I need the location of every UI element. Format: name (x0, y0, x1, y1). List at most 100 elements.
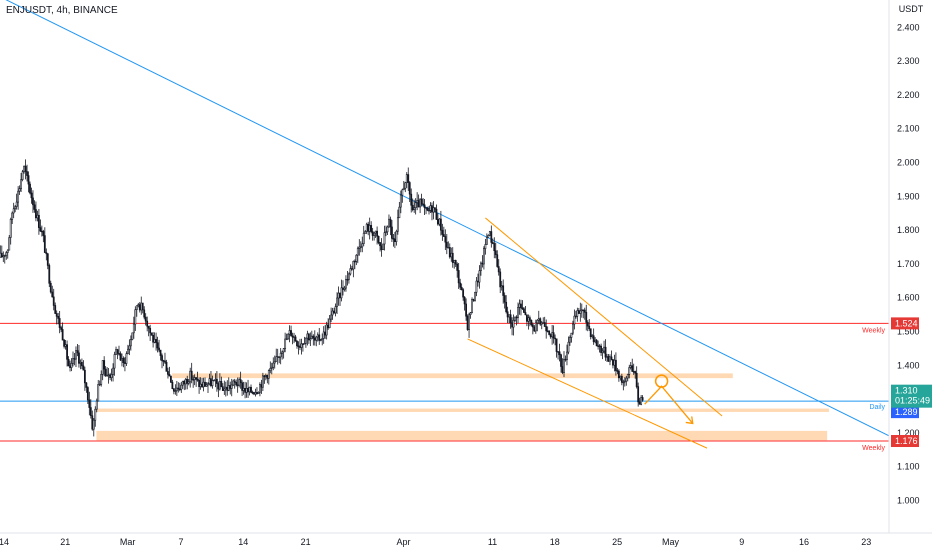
orange-trendline[interactable] (485, 217, 723, 417)
candle-up (385, 231, 387, 233)
candle-up (248, 386, 251, 393)
candle-up (95, 400, 98, 410)
projection-path[interactable] (644, 385, 694, 424)
candle-down (195, 377, 198, 380)
supply-demand-zones (96, 373, 829, 441)
candle-down (456, 263, 459, 271)
candle-down (610, 356, 613, 360)
candle-down (612, 359, 614, 366)
candle-up (349, 268, 352, 275)
candle-down (546, 330, 549, 332)
candle-down (91, 415, 94, 430)
candle-up (101, 360, 104, 375)
price-tick-label: 1.800 (897, 225, 920, 235)
candle-down (167, 371, 169, 375)
currency-label[interactable]: USDT (899, 4, 924, 14)
candle-down (290, 330, 292, 337)
candle-down (472, 299, 475, 301)
candle-down (170, 375, 172, 383)
orange-trendline[interactable] (467, 338, 708, 449)
candle-down (40, 230, 43, 233)
candle-up (398, 206, 401, 219)
candle-up (285, 338, 288, 341)
candle-down (342, 287, 344, 290)
candle-down (454, 260, 457, 265)
candle-down (241, 382, 244, 391)
candle-down (141, 302, 144, 311)
candle-down (638, 401, 641, 405)
candle-up (601, 350, 604, 353)
candle-up (429, 205, 432, 211)
candle-up (187, 381, 190, 384)
candle-up (288, 330, 291, 335)
candle-up (282, 348, 285, 353)
candle-down (617, 370, 620, 379)
candle-down (192, 379, 195, 381)
candle-down (600, 345, 602, 353)
candle-up (364, 231, 367, 234)
candle-down (122, 358, 125, 363)
candle-up (358, 246, 361, 249)
candle-down (460, 286, 463, 291)
candle-down (439, 218, 442, 231)
candle-down (346, 279, 349, 281)
time-tick-label: 23 (861, 537, 871, 547)
candle-down (30, 192, 33, 199)
candle-down (428, 209, 430, 212)
candle-down (555, 338, 558, 352)
candle-up (487, 235, 490, 238)
candle-down (294, 336, 297, 342)
candle-down (620, 375, 623, 383)
candle-up (310, 335, 313, 340)
candle-down (441, 229, 444, 235)
candle-down (448, 247, 451, 258)
candle-up (126, 348, 129, 354)
candle-down (26, 171, 28, 176)
blue-trendline[interactable] (0, 0, 896, 440)
candle-down (434, 207, 436, 210)
candle-down (61, 329, 64, 341)
candle-down (598, 345, 601, 347)
candle-up (343, 287, 346, 290)
candle-up (140, 302, 143, 311)
candle-down (313, 337, 316, 341)
price-tick-label: 2.100 (897, 124, 920, 134)
candle-up (365, 223, 368, 232)
candle-down (597, 345, 600, 347)
candle-down (442, 234, 445, 237)
candle-down (73, 358, 76, 360)
candle-down (391, 226, 393, 239)
candle-down (635, 372, 638, 387)
candle-up (20, 179, 22, 189)
candle-up (230, 384, 233, 389)
candle-down (177, 387, 180, 390)
candle-up (259, 384, 261, 393)
candle-down (528, 317, 531, 321)
candle-down (51, 291, 54, 298)
candle-up (5, 252, 8, 256)
candle-up (184, 378, 187, 385)
candle-up (270, 366, 273, 369)
candle-up (534, 322, 537, 332)
candle-up (175, 387, 178, 392)
candle-up (211, 380, 214, 386)
candle-down (63, 339, 66, 347)
candle-down (161, 355, 163, 361)
candle-down (634, 371, 637, 374)
candle-down (256, 392, 258, 394)
candle-down (296, 340, 298, 347)
candle-up (0, 252, 2, 258)
candle-down (143, 309, 146, 318)
candle-down (118, 353, 120, 355)
projection-circle[interactable] (654, 374, 669, 388)
candle-up (254, 392, 257, 395)
time-tick-label: 25 (612, 537, 622, 547)
candle-up (361, 243, 364, 248)
candle-down (515, 316, 518, 319)
candle-down (220, 381, 223, 387)
candle-up (622, 381, 625, 384)
candle-up (508, 314, 511, 318)
candle-down (164, 360, 166, 363)
